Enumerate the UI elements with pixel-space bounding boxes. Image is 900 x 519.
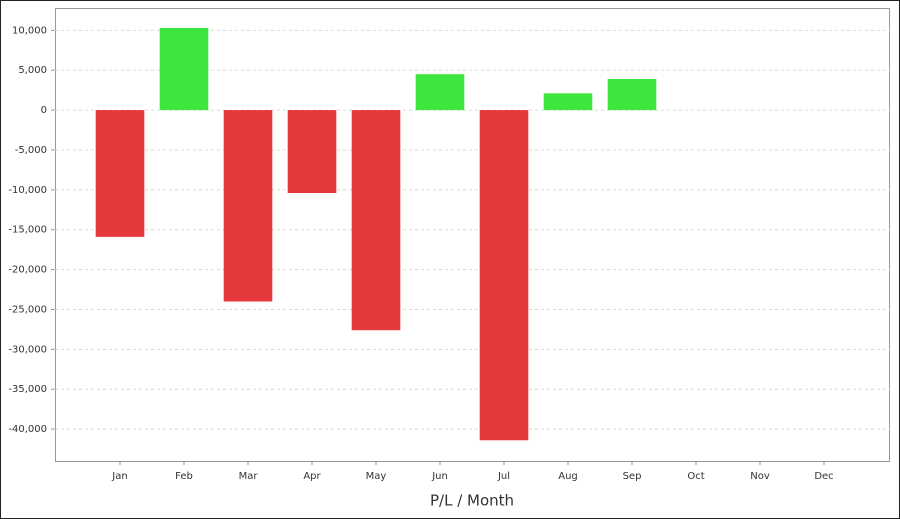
y-tick-label: -5,000 bbox=[15, 145, 47, 156]
x-axis-label: P/L / Month bbox=[430, 492, 514, 510]
y-tick-label: -40,000 bbox=[8, 424, 47, 435]
x-tick-label: Dec bbox=[814, 471, 833, 482]
y-tick-label: -10,000 bbox=[8, 185, 47, 196]
x-tick-label: Apr bbox=[303, 471, 321, 482]
x-tick-label: Aug bbox=[558, 471, 578, 482]
bar bbox=[95, 110, 145, 237]
y-tick-label: 10,000 bbox=[12, 25, 47, 36]
y-tick-label: -20,000 bbox=[8, 265, 47, 276]
bar bbox=[223, 110, 273, 302]
bar bbox=[159, 27, 209, 111]
bar bbox=[607, 78, 657, 111]
bar bbox=[479, 110, 529, 441]
x-tick-label: Feb bbox=[175, 471, 193, 482]
y-tick-label: -25,000 bbox=[8, 304, 47, 315]
y-tick-label: 5,000 bbox=[18, 65, 47, 76]
x-tick-label: Oct bbox=[687, 471, 704, 482]
bar bbox=[543, 93, 593, 111]
bar bbox=[415, 74, 465, 111]
x-tick-label: Jun bbox=[431, 471, 448, 482]
x-tick-label: Jan bbox=[111, 471, 127, 482]
y-tick-label: -15,000 bbox=[8, 225, 47, 236]
y-tick-label: -30,000 bbox=[8, 344, 47, 355]
x-tick-label: May bbox=[366, 471, 387, 482]
y-tick-label: -35,000 bbox=[8, 384, 47, 395]
x-tick-label: Jul bbox=[497, 471, 510, 482]
x-tick-label: Mar bbox=[239, 471, 259, 482]
bar bbox=[287, 110, 337, 194]
x-tick-label: Nov bbox=[750, 471, 770, 482]
bar bbox=[351, 110, 401, 331]
y-tick-label: 0 bbox=[41, 105, 47, 116]
x-tick-label: Sep bbox=[623, 471, 642, 482]
